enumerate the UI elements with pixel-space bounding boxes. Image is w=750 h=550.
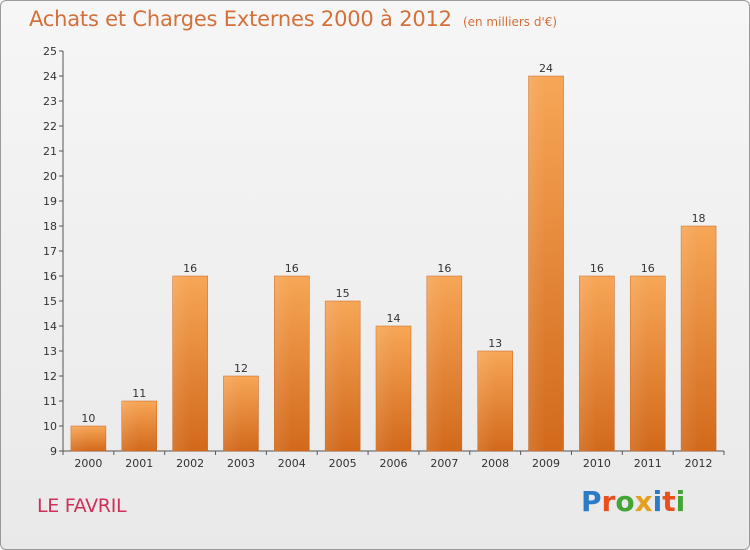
x-tick-label: 2008 <box>481 457 509 470</box>
bar-value-labels: 10 11 16 12 16 15 14 16 13 24 16 16 18 <box>81 62 705 425</box>
bar-highlight <box>274 276 292 451</box>
y-axis: 9 10 11 12 13 14 15 16 17 18 19 20 21 22 23 24 25 <box>43 45 64 458</box>
y-tick-label: 23 <box>43 95 57 108</box>
bar-highlight <box>325 301 343 451</box>
x-tick-label: 2007 <box>430 457 458 470</box>
bar-value-label: 24 <box>539 62 553 75</box>
logo-letter: i <box>675 485 686 518</box>
x-tick-label: 2000 <box>74 457 102 470</box>
bar-value-label: 14 <box>387 312 401 325</box>
bar-value-label: 10 <box>81 412 95 425</box>
x-tick-label: 2006 <box>380 457 408 470</box>
logo-letter: o <box>615 485 635 518</box>
logo-letter: P <box>581 485 602 518</box>
bar-value-label: 18 <box>692 212 706 225</box>
logo-letter: r <box>601 485 616 518</box>
bar-highlight <box>223 376 241 451</box>
chart-unit: (en milliers d'€) <box>462 15 558 29</box>
bar-value-label: 15 <box>336 287 350 300</box>
bar-highlight <box>376 326 394 451</box>
bar-highlight <box>477 351 496 451</box>
bar-value-label: 16 <box>641 262 655 275</box>
y-tick-label: 14 <box>43 320 57 333</box>
y-tick-label: 17 <box>43 245 57 258</box>
chart-title: Achats et Charges Externes 2000 à 2012 <box>29 7 452 31</box>
bar-value-label: 11 <box>132 387 146 400</box>
x-tick-label: 2009 <box>532 457 560 470</box>
title-row: Achats et Charges Externes 2000 à 2012 (… <box>29 7 557 31</box>
bar-highlight <box>121 401 140 451</box>
x-tick-label: 2010 <box>583 457 611 470</box>
x-tick-label: 2003 <box>227 457 255 470</box>
bar-value-label: 16 <box>183 262 197 275</box>
logo-letter: t <box>662 485 676 518</box>
logo-letter: i <box>652 485 663 518</box>
y-tick-label: 21 <box>43 145 57 158</box>
y-tick-label: 19 <box>43 195 57 208</box>
y-tick-label: 11 <box>43 395 57 408</box>
x-tick-label: 2002 <box>176 457 204 470</box>
y-tick-label: 12 <box>43 370 57 383</box>
x-axis: 2000 2001 2002 2003 2004 2005 2006 2007 2008 2009… <box>62 450 725 470</box>
y-tick-label: 13 <box>43 345 57 358</box>
y-tick-label: 15 <box>43 295 57 308</box>
y-tick-label: 18 <box>43 220 57 233</box>
y-tick-label: 20 <box>43 170 57 183</box>
bars <box>70 75 717 452</box>
bar-highlight <box>70 426 89 451</box>
bar-highlight <box>630 276 648 451</box>
x-tick-label: 2004 <box>278 457 306 470</box>
bar-highlight <box>172 276 191 451</box>
x-tick-label: 2001 <box>125 457 153 470</box>
y-tick-label: 16 <box>43 270 57 283</box>
bar-value-label: 16 <box>590 262 604 275</box>
bar-highlight <box>681 226 699 451</box>
x-tick-label: 2011 <box>634 457 662 470</box>
y-tick-label: 9 <box>50 445 57 458</box>
bar-highlight <box>528 76 547 451</box>
logo-letter: x <box>634 485 653 518</box>
bar-highlight <box>426 276 445 451</box>
bar-value-label: 13 <box>488 337 502 350</box>
bar-value-label: 16 <box>437 262 451 275</box>
bar-value-label: 12 <box>234 362 248 375</box>
x-tick-label: 2005 <box>329 457 357 470</box>
x-tick-label: 2012 <box>685 457 713 470</box>
y-tick-label: 24 <box>43 70 57 83</box>
bar-value-label: 16 <box>285 262 299 275</box>
y-tick-label: 22 <box>43 120 57 133</box>
y-tick-label: 10 <box>43 420 57 433</box>
proxiti-logo[interactable]: Proxiti <box>581 485 685 518</box>
y-tick-label: 25 <box>43 45 57 58</box>
bar-highlight <box>579 276 597 451</box>
location-name: LE FAVRIL <box>37 495 127 517</box>
